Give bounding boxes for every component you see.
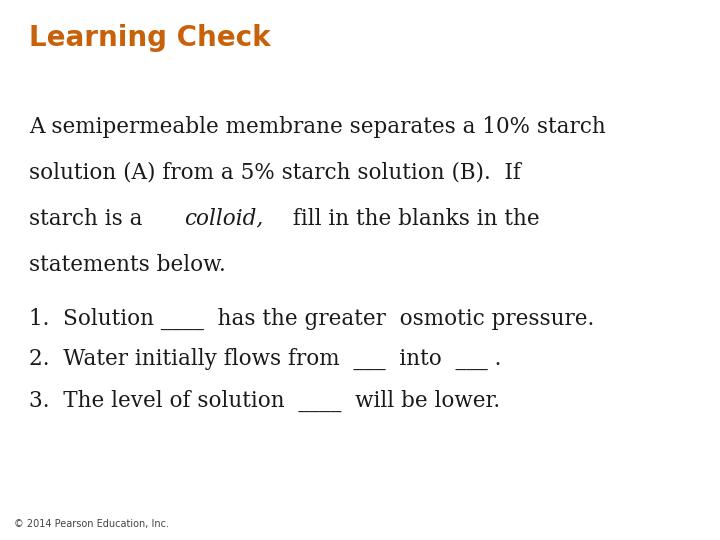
Text: © 2014 Pearson Education, Inc.: © 2014 Pearson Education, Inc. bbox=[14, 519, 169, 529]
Text: starch is a: starch is a bbox=[29, 208, 149, 230]
Text: fill in the blanks in the: fill in the blanks in the bbox=[287, 208, 540, 230]
Text: A semipermeable membrane separates a 10% starch: A semipermeable membrane separates a 10%… bbox=[29, 116, 606, 138]
Text: Learning Check: Learning Check bbox=[29, 24, 271, 52]
Text: statements below.: statements below. bbox=[29, 254, 225, 276]
Text: colloid,: colloid, bbox=[184, 208, 264, 230]
Text: 3.  The level of solution  ____  will be lower.: 3. The level of solution ____ will be lo… bbox=[29, 390, 500, 412]
Text: solution (A) from a 5% starch solution (B).  If: solution (A) from a 5% starch solution (… bbox=[29, 162, 521, 184]
Text: 2.  Water initially flows from  ___  into  ___ .: 2. Water initially flows from ___ into _… bbox=[29, 348, 501, 370]
Text: 1.  Solution ____  has the greater  osmotic pressure.: 1. Solution ____ has the greater osmotic… bbox=[29, 308, 594, 330]
